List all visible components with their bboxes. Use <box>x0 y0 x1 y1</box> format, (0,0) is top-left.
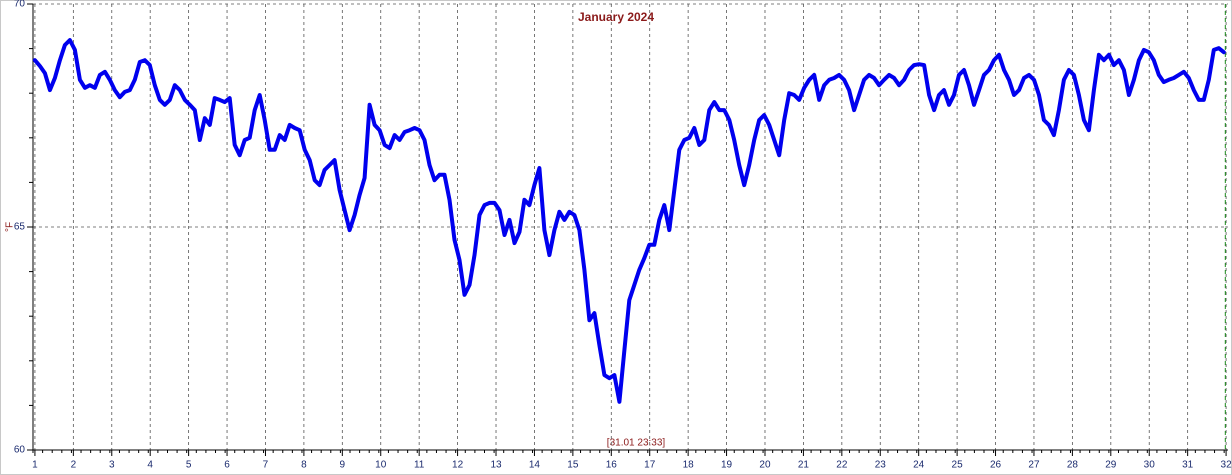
data-line <box>32 38 1226 404</box>
x-tick-label: 28 <box>1067 460 1079 471</box>
x-tick-label: 30 <box>1144 460 1156 471</box>
x-tick-label: 21 <box>798 460 810 471</box>
x-tick-label: 12 <box>452 460 464 471</box>
x-tick-label: 7 <box>263 460 269 471</box>
x-tick-label: 19 <box>721 460 733 471</box>
x-tick-label: 9 <box>340 460 346 471</box>
x-tick-label: 24 <box>913 460 925 471</box>
x-tick-label: 6 <box>224 460 230 471</box>
x-tick-label: 25 <box>952 460 964 471</box>
x-tick-label: 14 <box>529 460 541 471</box>
x-tick-label: 26 <box>990 460 1002 471</box>
y-tick-label: 70 <box>14 0 26 10</box>
x-tick-label: 27 <box>1028 460 1040 471</box>
y-tick-label: 60 <box>14 445 26 456</box>
x-tick-label: 23 <box>875 460 887 471</box>
x-tick-label: 13 <box>490 460 502 471</box>
x-tick-label: 20 <box>759 460 771 471</box>
chart-title: January 2024 <box>578 10 654 24</box>
x-tick-label: 16 <box>606 460 618 471</box>
x-tick-label: 18 <box>683 460 695 471</box>
x-tick-label: 10 <box>375 460 387 471</box>
x-tick-label: 4 <box>147 460 153 471</box>
y-axis-label: °F <box>5 222 16 232</box>
y-tick-label: 65 <box>14 222 26 233</box>
x-tick-label: 2 <box>71 460 77 471</box>
x-tick-label: 29 <box>1105 460 1117 471</box>
cursor-label: [31.01 23:33] <box>607 438 666 449</box>
x-tick-label: 17 <box>644 460 656 471</box>
x-tick-label: 1 <box>32 460 38 471</box>
x-tick-label: 11 <box>414 460 425 471</box>
x-tick-label: 5 <box>186 460 192 471</box>
x-tick-label: 22 <box>836 460 848 471</box>
x-tick-label: 15 <box>567 460 579 471</box>
x-tick-label: 32 <box>1221 460 1232 471</box>
x-tick-label: 31 <box>1182 460 1194 471</box>
x-tick-label: 8 <box>301 460 307 471</box>
x-tick-label: 3 <box>109 460 115 471</box>
